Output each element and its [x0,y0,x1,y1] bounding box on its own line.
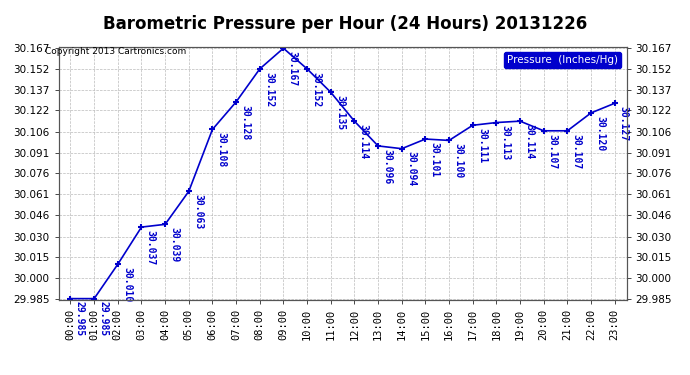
Text: 30.063: 30.063 [193,194,203,230]
Text: 30.114: 30.114 [359,124,368,159]
Text: 30.113: 30.113 [500,125,511,160]
Text: 29.985: 29.985 [75,302,85,337]
Text: 30.037: 30.037 [146,230,156,265]
Text: 30.114: 30.114 [524,124,534,159]
Text: 30.152: 30.152 [311,72,322,107]
Text: 30.039: 30.039 [169,227,179,262]
Text: 30.135: 30.135 [335,95,345,130]
Text: 30.107: 30.107 [571,134,582,169]
Text: 30.167: 30.167 [288,51,297,86]
Text: 30.094: 30.094 [406,152,416,187]
Text: 30.096: 30.096 [382,149,392,184]
Text: 30.101: 30.101 [430,142,440,177]
Text: 30.128: 30.128 [240,105,250,140]
Text: 30.120: 30.120 [595,116,605,151]
Text: 30.100: 30.100 [453,143,463,178]
Text: 30.152: 30.152 [264,72,274,107]
Text: 30.127: 30.127 [619,106,629,141]
Text: 30.107: 30.107 [548,134,558,169]
Text: Copyright 2013 Cartronics.com: Copyright 2013 Cartronics.com [45,47,186,56]
Text: 30.111: 30.111 [477,128,487,164]
Text: 30.010: 30.010 [122,267,132,302]
Text: 30.108: 30.108 [217,132,226,168]
Text: 29.985: 29.985 [98,302,108,337]
Legend: Pressure  (Inches/Hg): Pressure (Inches/Hg) [504,52,621,68]
Text: Barometric Pressure per Hour (24 Hours) 20131226: Barometric Pressure per Hour (24 Hours) … [103,15,587,33]
